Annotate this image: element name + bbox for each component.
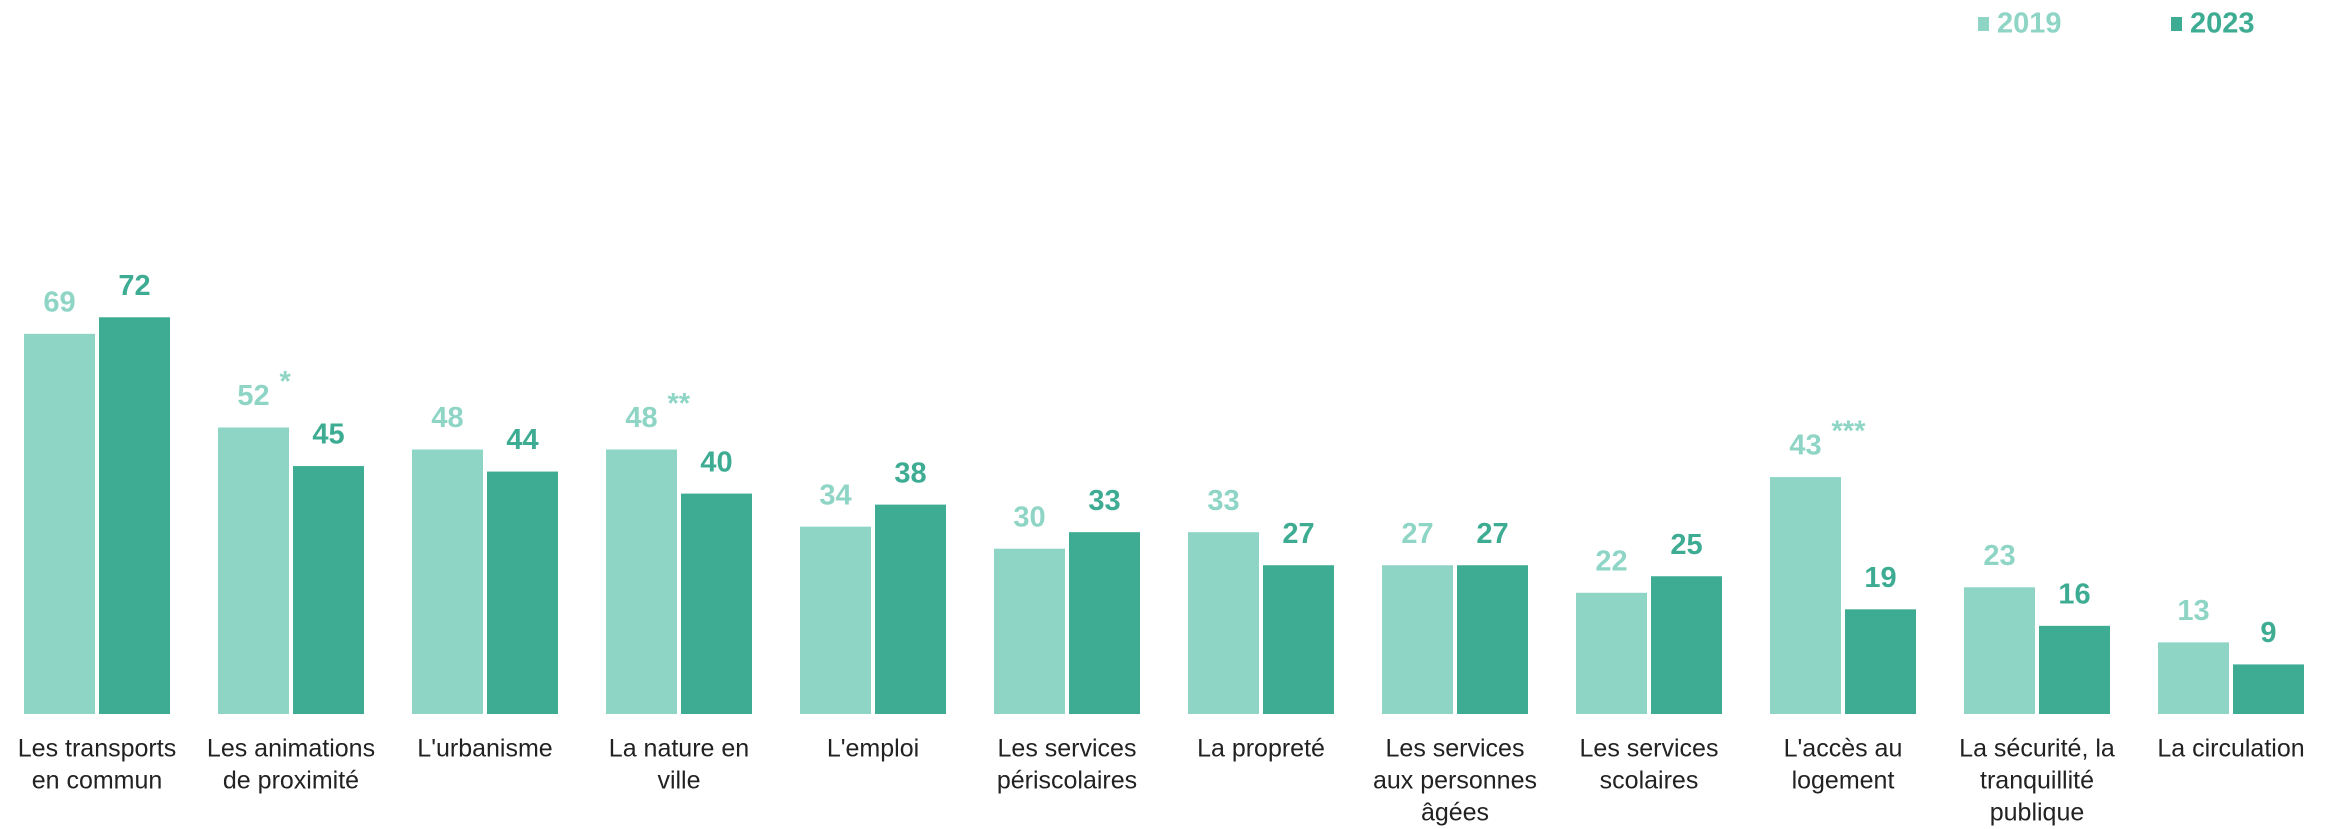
bar — [1457, 565, 1528, 714]
value-label: 22 — [1595, 545, 1627, 577]
value-label: 40 — [700, 446, 732, 478]
value-label: 27 — [1476, 518, 1508, 550]
value-label: 27 — [1282, 518, 1314, 550]
bar — [875, 504, 946, 714]
x-tick-label: ville — [657, 767, 700, 795]
bar — [994, 548, 1065, 714]
x-tick-label: La circulation — [2157, 735, 2304, 763]
value-label: 34 — [819, 479, 851, 511]
value-label: 38 — [894, 457, 926, 489]
bar — [412, 449, 483, 714]
legend-swatch — [2171, 17, 2182, 31]
value-label: 44 — [506, 424, 538, 456]
x-tick-label: Les services — [998, 735, 1137, 763]
bar — [681, 493, 752, 714]
value-label: 48 — [431, 402, 463, 434]
value-label: 27 — [1401, 518, 1433, 550]
bar — [2233, 664, 2304, 714]
annotation: * — [280, 366, 292, 398]
bar — [218, 427, 289, 714]
bar — [606, 449, 677, 714]
bar — [1188, 532, 1259, 714]
value-label: 48 — [625, 402, 657, 434]
bar — [1576, 592, 1647, 714]
x-tick-label: en commun — [32, 767, 163, 795]
x-tick-label: La nature en — [609, 735, 749, 763]
value-label: 23 — [1983, 540, 2015, 572]
bar — [24, 333, 95, 714]
bar — [487, 471, 558, 714]
bar — [1964, 587, 2035, 714]
value-label: 52 — [237, 380, 269, 412]
x-tick-label: périscolaires — [997, 767, 1137, 795]
legend-label: 2023 — [2190, 8, 2255, 40]
x-tick-label: Les transports — [18, 735, 176, 763]
x-tick-label: logement — [1792, 767, 1895, 795]
value-label: 72 — [118, 270, 150, 302]
value-label: 33 — [1088, 485, 1120, 517]
x-tick-label: Les services — [1580, 735, 1719, 763]
bar — [2158, 642, 2229, 714]
bar — [1651, 576, 1722, 714]
value-label: 45 — [312, 419, 344, 451]
value-label: 33 — [1207, 485, 1239, 517]
x-tick-label: La sécurité, la — [1959, 735, 2115, 763]
legend-swatch — [1978, 17, 1989, 31]
value-label: 16 — [2058, 578, 2090, 610]
bar — [800, 526, 871, 714]
bar — [1845, 609, 1916, 714]
x-tick-label: L'urbanisme — [417, 735, 552, 763]
x-tick-label: âgées — [1421, 799, 1489, 827]
value-label: 19 — [1864, 562, 1896, 594]
value-label: 69 — [43, 286, 75, 318]
x-tick-label: tranquillité — [1980, 767, 2094, 795]
x-tick-label: Les services — [1386, 735, 1525, 763]
bar — [1770, 477, 1841, 714]
bar — [293, 466, 364, 714]
bar — [99, 317, 170, 714]
value-label: 9 — [2260, 617, 2276, 649]
x-tick-label: La propreté — [1197, 735, 1325, 763]
x-tick-label: scolaires — [1600, 767, 1699, 795]
value-label: 13 — [2177, 595, 2209, 627]
value-label: 25 — [1670, 529, 1702, 561]
annotation: *** — [1832, 416, 1867, 448]
bar — [1069, 532, 1140, 714]
bar — [1382, 565, 1453, 714]
x-tick-label: publique — [1990, 799, 2085, 827]
value-label: 43 — [1789, 430, 1821, 462]
annotation: ** — [668, 388, 691, 420]
x-tick-label: L'emploi — [827, 735, 919, 763]
bar — [2039, 625, 2110, 714]
x-tick-label: de proximité — [223, 767, 359, 795]
x-tick-label: L'accès au — [1784, 735, 1903, 763]
x-tick-label: Les animations — [207, 735, 375, 763]
value-label: 30 — [1013, 501, 1045, 533]
bar — [1263, 565, 1334, 714]
legend-label: 2019 — [1997, 8, 2062, 40]
x-tick-label: aux personnes — [1373, 767, 1537, 795]
